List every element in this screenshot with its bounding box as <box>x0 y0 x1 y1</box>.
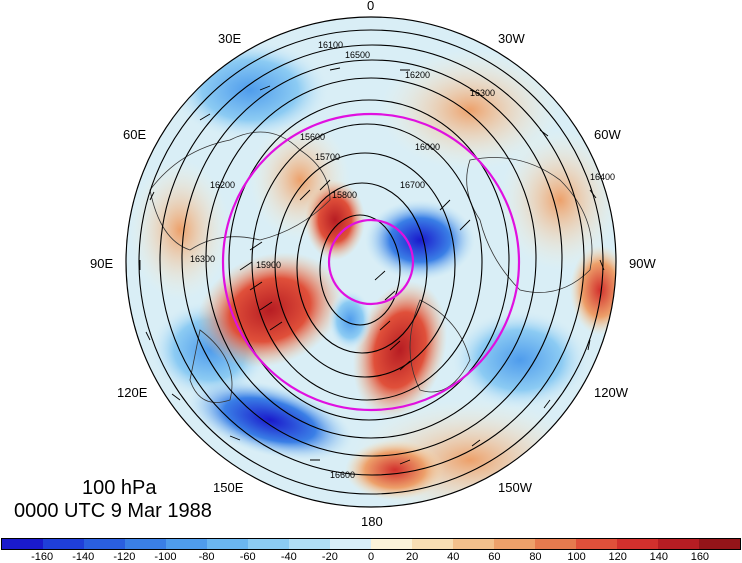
lon-label-right: 90W <box>629 256 656 271</box>
colorbar-cell <box>453 539 494 549</box>
lon-label-top: 0 <box>367 0 375 13</box>
colorbar-tick-label: -140 <box>72 551 95 563</box>
lon-label-bottom: 180 <box>361 514 383 529</box>
colorbar <box>1 538 741 550</box>
colorbar-cell <box>658 539 699 549</box>
colorbar-tick-label: -160 <box>31 551 54 563</box>
contour-label: 16300 <box>190 254 215 264</box>
lon-label-lower-left: 120E <box>117 385 148 400</box>
colorbar-cell <box>2 539 43 549</box>
lon-label-top-right: 30W <box>498 31 525 46</box>
contour-label: 16200 <box>210 180 235 190</box>
coastlines <box>149 131 593 403</box>
lon-label-bottom-left: 150E <box>213 480 244 495</box>
pressure-level-title: 100 hPa <box>82 477 157 499</box>
contour-label: 16000 <box>415 142 440 152</box>
colorbar-tick-label: 0 <box>367 551 375 563</box>
colorbar-tick-label: 20 <box>405 551 419 563</box>
lon-label-upper-left: 60E <box>123 127 147 142</box>
colorbar-tick-label: -40 <box>280 551 297 563</box>
colorbar-tick-label: 160 <box>690 551 710 563</box>
colorbar-cell <box>248 539 289 549</box>
colorbar-tick-label: -100 <box>154 551 177 563</box>
colorbar-cell <box>494 539 535 549</box>
contour-label: 16700 <box>400 180 425 190</box>
colorbar-tick-label: -60 <box>239 551 256 563</box>
colorbar-cell <box>166 539 207 549</box>
colorbar-cell <box>576 539 617 549</box>
contour-label: 15900 <box>256 260 281 270</box>
colorbar-tick-label: 120 <box>608 551 627 563</box>
colorbar-cell <box>207 539 248 549</box>
colorbar-tick-label: 80 <box>529 551 542 563</box>
contour-labels: 16100 16500 16200 16300 16400 16600 1590… <box>190 40 615 480</box>
colorbar-tick-label: -120 <box>113 551 136 563</box>
colorbar-tick-label: -20 <box>321 551 338 563</box>
colorbar-cell <box>125 539 166 549</box>
latitude-circles <box>221 112 521 412</box>
contour-label: 16500 <box>345 50 370 60</box>
colorbar-cell <box>699 539 740 549</box>
colorbar-cell <box>371 539 412 549</box>
contour-label: 16600 <box>330 470 355 480</box>
map-boundary <box>125 16 617 508</box>
colorbar-cell <box>535 539 576 549</box>
colorbar-tick-label: -80 <box>198 551 215 563</box>
contour-label: 16200 <box>405 70 430 80</box>
colorbar-tick-label: 140 <box>649 551 668 563</box>
colorbar-cell <box>412 539 453 549</box>
polar-map: 16100 16500 16200 16300 16400 16600 1590… <box>125 16 617 508</box>
wind-barbs <box>139 67 605 465</box>
lon-label-bottom-right: 150W <box>498 480 532 495</box>
contour-label: 16300 <box>470 88 495 98</box>
colorbar-cell <box>84 539 125 549</box>
contour-label: 16400 <box>590 172 615 182</box>
colorbar-tick-label: 100 <box>567 551 586 563</box>
colorbar-cell <box>43 539 84 549</box>
valid-time-title: 0000 UTC 9 Mar 1988 <box>14 500 212 522</box>
colorbar-cell <box>330 539 371 549</box>
colorbar-cell <box>617 539 658 549</box>
colorbar-tick-label: 60 <box>488 551 501 563</box>
contour-label: 16100 <box>318 40 343 50</box>
colorbar-cell <box>289 539 330 549</box>
contour-label: 15600 <box>300 132 325 142</box>
shaded-field <box>126 17 616 507</box>
lon-label-top-left: 30E <box>218 31 242 46</box>
contour-label: 15800 <box>332 190 357 200</box>
colorbar-tick-label: 40 <box>447 551 460 563</box>
lon-label-upper-right: 60W <box>594 127 621 142</box>
lon-label-left: 90E <box>90 256 114 271</box>
contour-label: 15700 <box>315 152 340 162</box>
lon-label-lower-right: 120W <box>594 385 628 400</box>
